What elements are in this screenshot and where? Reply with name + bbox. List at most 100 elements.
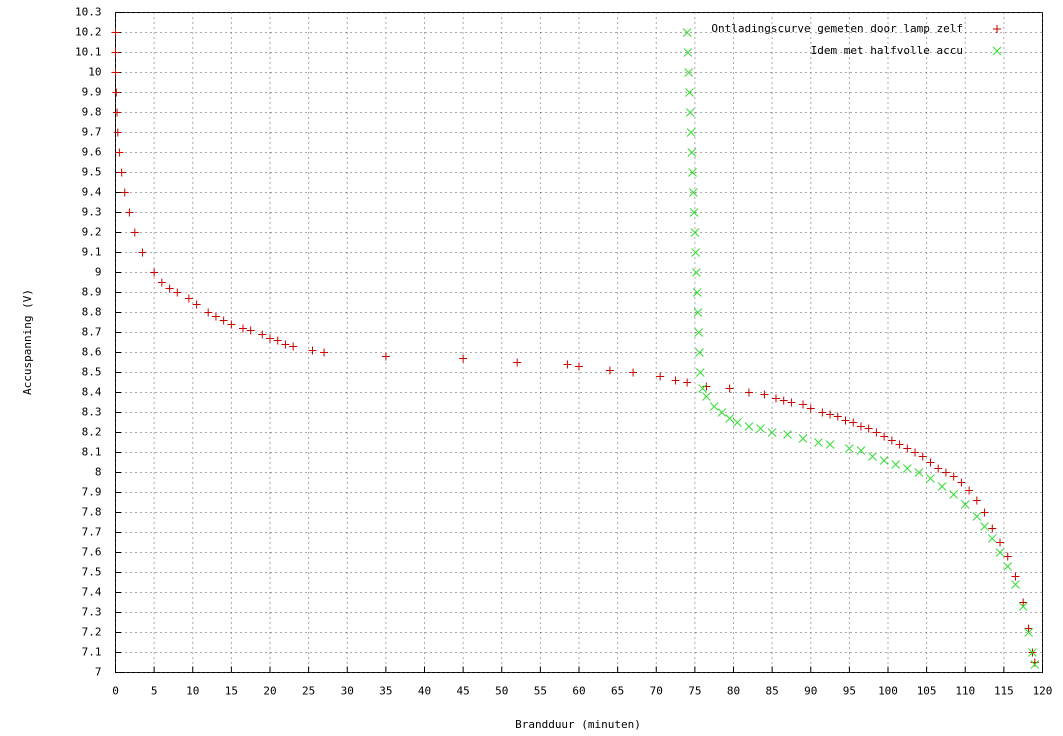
point: [709, 402, 719, 411]
y-tick-label: 7.7: [82, 526, 102, 539]
point: [972, 496, 981, 505]
point: [192, 300, 201, 309]
point: [864, 424, 873, 433]
point: [320, 348, 329, 357]
point: [914, 468, 924, 477]
point: [957, 478, 966, 487]
x-tick-label: 65: [611, 685, 624, 698]
point: [826, 410, 835, 419]
point: [671, 376, 680, 385]
x-tick-label: 5: [151, 685, 158, 698]
point: [690, 228, 700, 237]
point: [238, 324, 247, 333]
point: [694, 328, 704, 337]
point: [656, 372, 665, 381]
point: [273, 336, 282, 345]
point: [685, 88, 694, 97]
point: [841, 416, 850, 425]
y-tick-label: 9: [95, 266, 102, 279]
point: [575, 362, 583, 371]
point: [258, 330, 267, 339]
point: [941, 468, 950, 477]
y-tick-label: 7.9: [82, 486, 102, 499]
point: [111, 68, 120, 77]
x-tick-label: 40: [418, 685, 431, 698]
point: [1028, 648, 1037, 657]
x-tick-label: 35: [379, 685, 392, 698]
point: [937, 482, 947, 491]
point: [211, 312, 220, 321]
x-tick-label: 15: [225, 685, 238, 698]
point: [459, 354, 468, 363]
x-tick-label: 120: [1033, 685, 1053, 698]
x-tick-label: 85: [766, 685, 779, 698]
point: [289, 342, 298, 351]
x-tick-label: 20: [263, 685, 276, 698]
y-tick-label: 7.3: [82, 606, 102, 619]
point: [744, 388, 753, 397]
point: [903, 444, 912, 453]
point: [687, 148, 697, 157]
y-tick-label: 9.7: [82, 126, 102, 139]
point: [688, 168, 697, 177]
x-tick-label: 0: [112, 685, 119, 698]
point: [111, 28, 120, 37]
point: [934, 464, 943, 473]
y-tick-label: 10.2: [75, 26, 102, 39]
point: [138, 248, 147, 257]
point: [1030, 660, 1040, 669]
point: [115, 148, 124, 157]
x-tick-label: 75: [688, 685, 701, 698]
x-tick-label: 100: [878, 685, 898, 698]
point: [911, 448, 920, 457]
point: [173, 288, 182, 297]
point: [856, 446, 866, 455]
y-axis-label: Accuspanning (V): [21, 289, 34, 395]
point: [120, 188, 129, 197]
point: [1019, 598, 1028, 607]
y-tick-label: 7.4: [82, 586, 102, 599]
x-tick-label: 105: [917, 685, 937, 698]
point: [972, 512, 982, 521]
point: [872, 428, 881, 437]
y-tick-label: 9.5: [82, 166, 102, 179]
point: [702, 382, 711, 391]
point: [1003, 552, 1012, 561]
point: [130, 228, 139, 237]
point: [1003, 562, 1013, 571]
point: [246, 326, 255, 335]
point: [683, 378, 692, 387]
x-tick-label: 95: [843, 685, 856, 698]
y-tick-label: 9.9: [82, 86, 102, 99]
point: [995, 548, 1005, 557]
point: [879, 456, 889, 465]
point: [184, 294, 193, 303]
point: [1018, 602, 1028, 611]
point: [1030, 658, 1039, 667]
point: [1011, 572, 1020, 581]
point: [799, 400, 808, 409]
point: [689, 208, 699, 217]
point: [902, 464, 912, 473]
point: [725, 384, 734, 393]
point: [117, 168, 126, 177]
point: [688, 188, 698, 197]
y-tick-label: 8.1: [82, 446, 102, 459]
x-tick-label: 70: [650, 685, 663, 698]
y-tick-label: 9.3: [82, 206, 102, 219]
y-tick-label: 8.9: [82, 286, 102, 299]
point: [685, 108, 695, 117]
y-tick-label: 8.6: [82, 346, 102, 359]
point: [849, 418, 858, 427]
point: [691, 248, 701, 257]
point: [125, 208, 134, 217]
point: [856, 422, 865, 431]
y-tick-label: 8.4: [82, 386, 102, 399]
legend-marker: [992, 46, 1002, 56]
point: [112, 88, 121, 97]
x-tick-label: 25: [302, 685, 315, 698]
point: [949, 490, 959, 499]
point: [219, 316, 228, 325]
y-tick-label: 8.7: [82, 326, 102, 339]
y-tick-label: 8.5: [82, 366, 102, 379]
